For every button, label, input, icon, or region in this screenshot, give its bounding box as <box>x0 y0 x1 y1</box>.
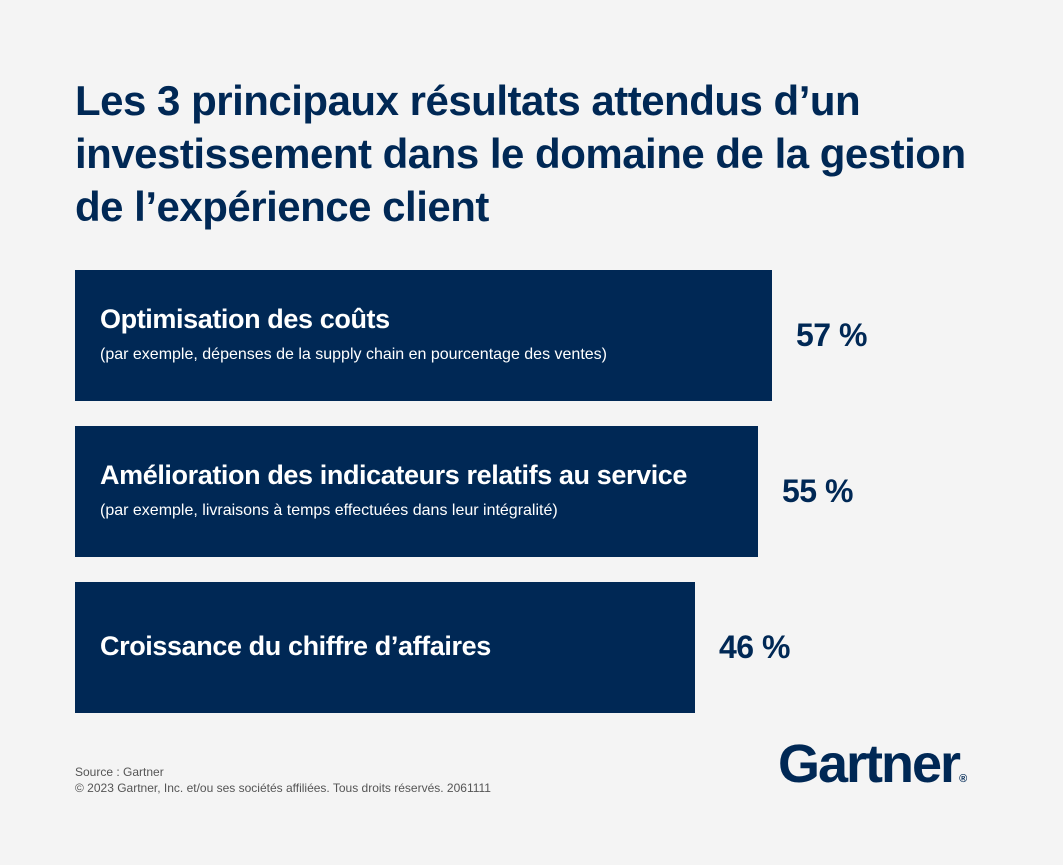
data-label: 57 % <box>796 317 867 353</box>
bar: Croissance du chiffre d’affaires <box>75 582 695 713</box>
gartner-logo: Gartner® <box>778 734 968 794</box>
chart-title: Les 3 principaux résultats attendus d’un… <box>75 77 966 230</box>
bar: Amélioration des indicateurs relatifs au… <box>75 426 758 557</box>
bar-sublabel: (par exemple, dépenses de la supply chai… <box>100 346 607 363</box>
bar-label: Amélioration des indicateurs relatifs au… <box>100 460 688 490</box>
bar-label: Optimisation des coûts <box>100 304 390 334</box>
bar-sublabel: (par exemple, livraisons à temps effectu… <box>100 502 558 519</box>
footer: Source : Gartner © 2023 Gartner, Inc. et… <box>75 764 491 796</box>
source-note: Source : Gartner <box>75 765 164 779</box>
bar: Optimisation des coûts (par exemple, dépe… <box>75 270 772 401</box>
data-label: 55 % <box>782 473 853 509</box>
copyright-note: © 2023 Gartner, Inc. et/ou ses sociétés … <box>75 781 491 795</box>
bar-label: Croissance du chiffre d’affaires <box>100 631 491 661</box>
data-label: 46 % <box>719 629 790 665</box>
